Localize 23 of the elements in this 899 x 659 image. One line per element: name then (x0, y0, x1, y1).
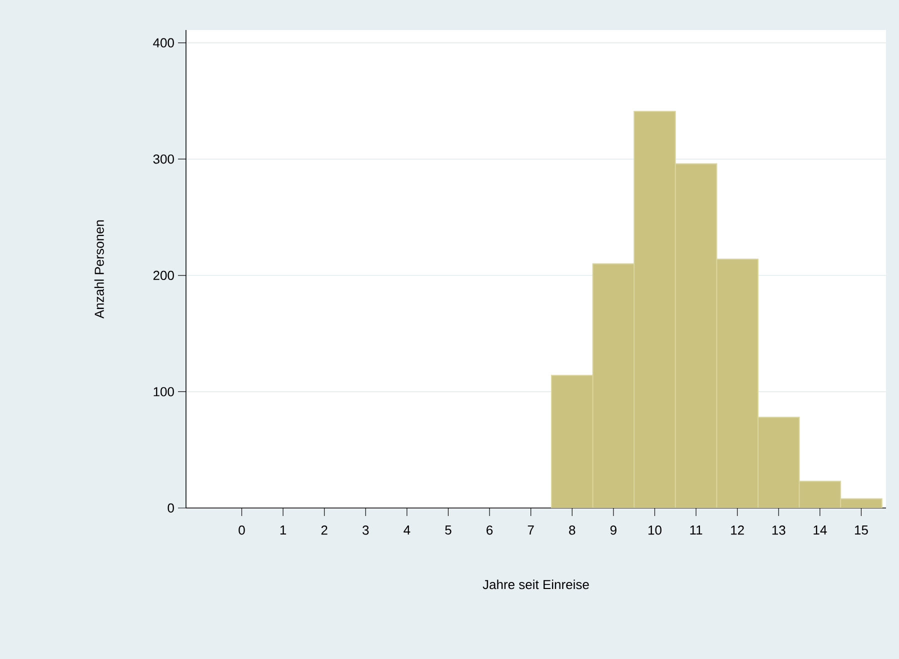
x-tick-label: 12 (731, 526, 744, 535)
y-axis-title: Anzahl Personen (94, 220, 104, 318)
y-tick-label: 300 (153, 154, 174, 164)
x-tick-label: 5 (445, 526, 452, 535)
x-tick-label: 0 (238, 526, 245, 535)
y-tick-label: 0 (168, 503, 174, 513)
x-tick-label: 2 (321, 526, 328, 535)
x-tick-label: 11 (690, 526, 702, 534)
x-tick-label: 3 (362, 526, 369, 535)
x-tick-label: 15 (854, 526, 868, 535)
x-tick-label: 13 (772, 526, 786, 535)
x-tick-label: 14 (814, 526, 827, 534)
x-tick-label: 6 (486, 526, 493, 535)
x-tick-label: 9 (610, 526, 616, 535)
y-tick-label: 100 (154, 387, 174, 396)
x-axis-title: Jahre seit Einreise (482, 580, 589, 590)
x-tick-label: 1 (280, 526, 286, 534)
y-tick-label: 400 (153, 38, 174, 48)
x-tick-label: 4 (404, 526, 410, 534)
y-tick-label: 200 (153, 270, 174, 280)
x-tick-label: 7 (528, 526, 534, 534)
x-tick-label: 8 (569, 526, 576, 535)
x-tick-label: 10 (648, 526, 662, 535)
